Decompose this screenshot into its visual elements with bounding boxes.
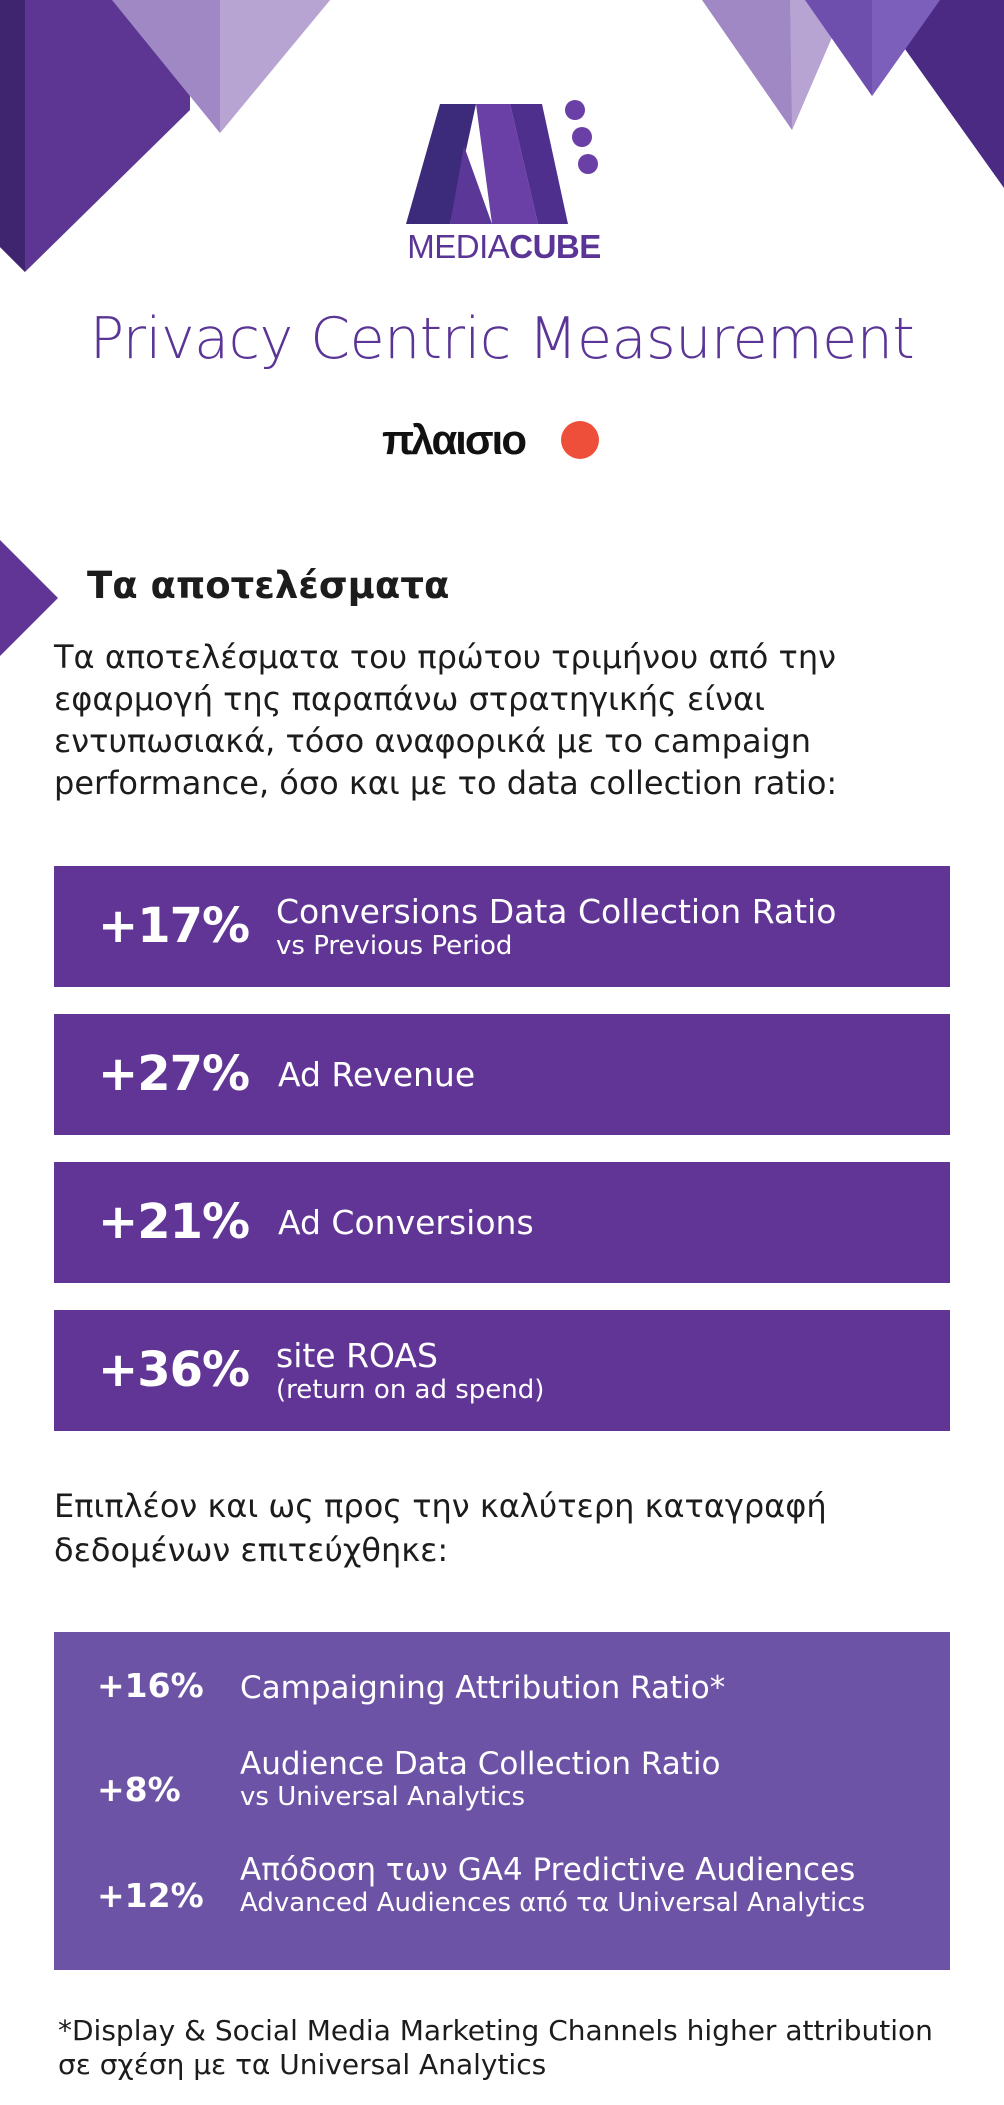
secondary-stat-value: +16% (97, 1666, 204, 1705)
mediacube-logo (406, 100, 598, 224)
stat-sublabel: (return on ad spend) (276, 1374, 545, 1405)
secondary-stats-panel: +16% Campaigning Attribution Ratio* +8% … (54, 1632, 950, 1970)
stat-label: Ad Revenue (278, 1054, 476, 1094)
stat-card: +27% Ad Revenue (54, 1014, 950, 1135)
partner-dot-icon (561, 421, 599, 459)
logo-word-cube: CUBE (509, 228, 601, 265)
section-heading: Τα αποτελέσματα (87, 564, 450, 607)
logo-word-media: MEDIA (407, 228, 510, 265)
footnote: *Display & Social Media Marketing Channe… (58, 2014, 933, 2081)
secondary-stat-value: +8% (97, 1770, 181, 1809)
stat-sublabel: vs Previous Period (276, 930, 513, 961)
stat-label: site ROAS (276, 1335, 438, 1375)
stat-label: Conversions Data Collection Ratio (276, 891, 837, 931)
additional-results-text: Επιπλέον και ως προς την καλύτερη καταγρ… (54, 1487, 827, 1569)
secondary-stat-sublabel: Advanced Audiences από τα Universal Anal… (240, 1888, 866, 1918)
stat-value: +27% (98, 1046, 250, 1102)
partner-name: πλαισιο (382, 416, 527, 463)
secondary-stat-label: Campaigning Attribution Ratio* (240, 1670, 726, 1706)
section-arrow-icon (0, 540, 58, 656)
partner-logo: πλαισιο (382, 414, 599, 466)
decorative-corner-shapes (0, 0, 1004, 272)
stat-card: +21% Ad Conversions (54, 1162, 950, 1283)
stat-value: +36% (98, 1342, 250, 1398)
page-title: Privacy Centric Measurement (89, 306, 915, 372)
secondary-stat-value: +12% (97, 1876, 204, 1915)
stat-value: +17% (98, 898, 250, 954)
stat-value: +21% (98, 1194, 250, 1250)
intro-paragraph: Τα αποτελέσματα του πρώτου τριμήνου από … (54, 638, 838, 802)
secondary-stat-label: Απόδοση των GA4 Predictive Audiences (240, 1852, 856, 1888)
stat-card: +17% Conversions Data Collection Ratio v… (54, 866, 950, 987)
secondary-stat-label: Audience Data Collection Ratio (240, 1746, 721, 1782)
secondary-stat-sublabel: vs Universal Analytics (240, 1782, 526, 1812)
stat-card: +36% site ROAS (return on ad spend) (54, 1310, 950, 1431)
logo-wordmark: MEDIACUBE (392, 228, 616, 266)
stat-label: Ad Conversions (278, 1202, 534, 1242)
